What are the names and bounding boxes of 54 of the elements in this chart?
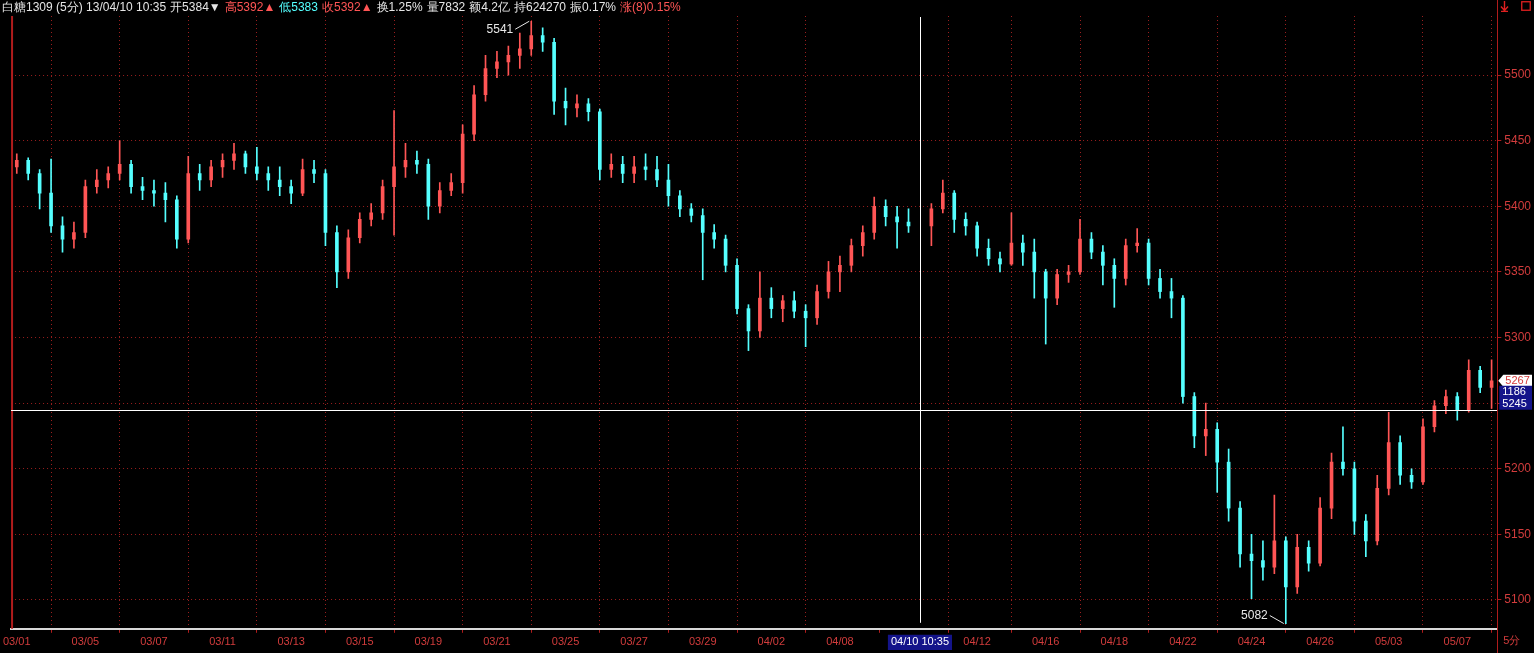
candlestick [517,32,522,69]
x-tick-label: 04/22 [1169,635,1197,648]
x-tick-label: 03/21 [483,635,511,648]
y-tick-label: 5100 [1504,592,1532,607]
chart-title: 白糖1309 (5分) 13/04/10 10:35 [2,0,167,14]
x-tick-label: 03/19 [414,635,443,648]
candlestick [1203,402,1208,456]
text: 开5384▼ 高5392▲ 低5383 收5392▲ 换1.25% 量7832 额4.2亿 持624270 振0.17% 涨(8)0.15% [170,0,681,14]
x-tick-label: 03/05 [71,635,100,648]
x-tick-label: 03/13 [277,635,305,648]
y-tick-label: 5400 [1504,198,1532,213]
y-tick-label: 5300 [1504,329,1532,344]
text: 1186 [1502,385,1526,398]
x-tick-label: 04/02 [757,635,786,648]
y-tick-label: 5350 [1504,264,1532,279]
x-tick-label: 04/10 10:35 [890,635,950,648]
candlestick [575,94,579,118]
candlestick [838,255,842,292]
x-tick-label: 03/11 [209,635,236,648]
x-axis-title: 5分 [1503,634,1521,647]
text: 5267 [1505,374,1530,387]
x-tick-label: 04/18 [1100,635,1129,648]
x-tick-label: 05/07 [1443,635,1472,648]
x-tick-label: 03/27 [620,635,648,648]
candlestick [1341,426,1345,476]
x-tick-label: 04/24 [1237,635,1266,648]
candlestick [255,146,259,181]
x-tick-label: 03/07 [140,635,168,648]
annotation: 5541 [486,21,514,36]
x-tick-label: 03/01 [3,635,31,648]
candlestick [1135,228,1140,253]
y-tick-label: 5150 [1504,526,1532,541]
ref-line-label: 5245 [1502,397,1527,410]
x-tick-label: 03/29 [688,635,717,648]
y-tick-label: 5450 [1504,132,1532,147]
y-tick-label: 5500 [1504,67,1532,82]
candlestick [415,150,419,174]
candlestick [1261,540,1265,581]
candlestick [392,110,396,236]
x-tick-label: 03/25 [551,635,580,648]
candlestick [895,205,899,249]
x-tick-label: 04/16 [1031,635,1060,648]
y-tick-label: 5200 [1504,461,1532,476]
candlestick [277,166,282,197]
candlestick [312,160,316,183]
x-tick-label: 04/08 [826,635,854,648]
candlestick [152,179,156,207]
x-tick-label: 05/03 [1374,635,1403,648]
annotation: 5082 [1241,607,1269,622]
x-tick-label: 04/26 [1306,635,1334,648]
candlestick [712,224,716,249]
x-tick-label: 04/12 [963,635,991,648]
candlestick [609,153,614,178]
x-tick-label: 03/15 [345,635,374,648]
